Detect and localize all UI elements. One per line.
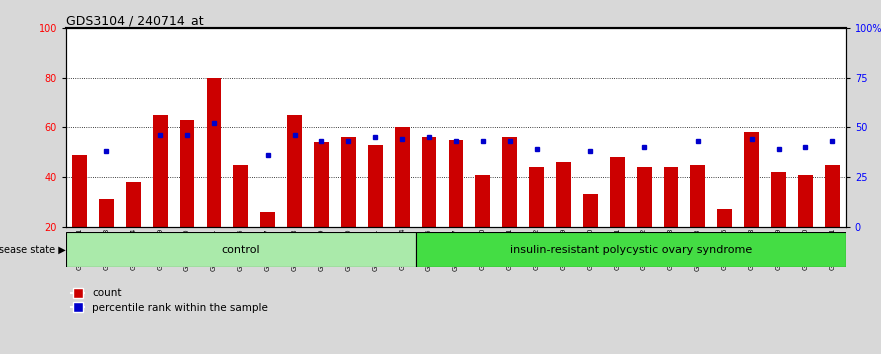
Text: insulin-resistant polycystic ovary syndrome: insulin-resistant polycystic ovary syndr…	[509, 245, 751, 255]
Bar	[152, 115, 167, 276]
Text: control: control	[221, 245, 260, 255]
Bar	[717, 209, 732, 276]
Bar	[691, 165, 706, 276]
Bar	[395, 127, 410, 276]
Bar	[825, 165, 840, 276]
Bar	[233, 165, 248, 276]
FancyBboxPatch shape	[66, 232, 416, 267]
Bar	[798, 175, 813, 276]
Bar	[448, 140, 463, 276]
Bar	[583, 194, 597, 276]
Bar	[529, 167, 544, 276]
Bar	[610, 157, 625, 276]
Bar	[315, 142, 329, 276]
Text: GDS3104 / 240714_at: GDS3104 / 240714_at	[66, 14, 204, 27]
Bar	[72, 155, 87, 276]
Bar	[260, 212, 275, 276]
Bar	[341, 137, 356, 276]
Bar	[556, 162, 571, 276]
Bar	[206, 78, 221, 276]
Bar	[368, 145, 382, 276]
Bar	[126, 182, 141, 276]
FancyBboxPatch shape	[416, 232, 846, 267]
Bar	[771, 172, 786, 276]
Bar	[99, 199, 114, 276]
Bar	[502, 137, 517, 276]
Bar	[744, 132, 759, 276]
Bar	[637, 167, 652, 276]
Bar	[476, 175, 490, 276]
Bar	[422, 137, 436, 276]
Bar	[287, 115, 302, 276]
Text: disease state ▶: disease state ▶	[0, 245, 66, 255]
Legend: count, percentile rank within the sample: count, percentile rank within the sample	[71, 289, 268, 313]
Bar	[663, 167, 678, 276]
Bar	[180, 120, 195, 276]
